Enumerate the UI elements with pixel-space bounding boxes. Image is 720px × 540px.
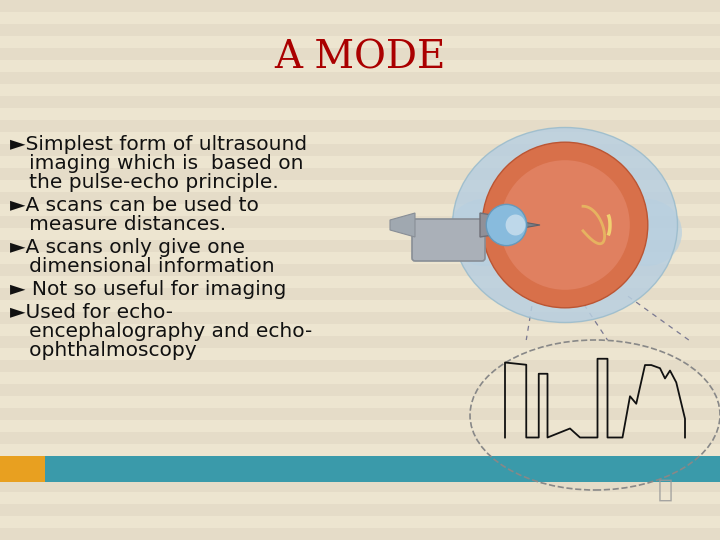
Polygon shape: [390, 213, 415, 237]
Bar: [0, 480, 720, 492]
Text: dimensional information: dimensional information: [10, 257, 274, 276]
Text: ► Not so useful for imaging: ► Not so useful for imaging: [10, 280, 287, 299]
Text: ►Simplest form of ultrasound: ►Simplest form of ultrasound: [10, 135, 307, 154]
Bar: [0, 432, 720, 444]
Bar: [45, 456, 720, 482]
Text: measure distances.: measure distances.: [10, 215, 226, 234]
Bar: [0, 456, 45, 482]
Circle shape: [482, 142, 648, 308]
Bar: [0, 84, 720, 96]
Text: encephalography and echo-: encephalography and echo-: [10, 322, 312, 341]
Bar: [0, 456, 720, 468]
Bar: [0, 72, 720, 84]
Bar: [0, 492, 720, 504]
Bar: [0, 516, 720, 528]
Bar: [0, 384, 720, 396]
Bar: [0, 108, 720, 120]
Bar: [0, 324, 720, 336]
FancyBboxPatch shape: [412, 219, 485, 261]
Bar: [0, 312, 720, 324]
Ellipse shape: [448, 199, 520, 266]
Text: ►Used for echo-: ►Used for echo-: [10, 303, 173, 322]
Bar: [0, 120, 720, 132]
Bar: [0, 180, 720, 192]
Bar: [0, 264, 720, 276]
Ellipse shape: [452, 127, 678, 322]
Bar: [0, 300, 720, 312]
Bar: [0, 276, 720, 288]
Bar: [0, 228, 720, 240]
Bar: [0, 132, 720, 144]
Bar: [0, 60, 720, 72]
Text: ophthalmoscopy: ophthalmoscopy: [10, 341, 197, 360]
Bar: [0, 372, 720, 384]
Bar: [0, 216, 720, 228]
Ellipse shape: [505, 214, 526, 235]
Bar: [0, 504, 720, 516]
Bar: [0, 348, 720, 360]
Circle shape: [500, 160, 630, 290]
Bar: [0, 444, 720, 456]
Ellipse shape: [610, 199, 682, 266]
Bar: [0, 408, 720, 420]
Bar: [0, 156, 720, 168]
Bar: [0, 0, 720, 12]
Text: ►A scans only give one: ►A scans only give one: [10, 238, 245, 257]
Bar: [0, 192, 720, 204]
Bar: [0, 420, 720, 432]
Bar: [0, 396, 720, 408]
Bar: [0, 252, 720, 264]
Bar: [0, 288, 720, 300]
Bar: [0, 240, 720, 252]
Ellipse shape: [486, 204, 527, 246]
Bar: [0, 336, 720, 348]
Bar: [0, 36, 720, 48]
Text: A MODE: A MODE: [274, 39, 446, 77]
Bar: [0, 528, 720, 540]
Bar: [0, 468, 720, 480]
Bar: [0, 24, 720, 36]
Bar: [0, 12, 720, 24]
Bar: [0, 48, 720, 60]
Bar: [0, 204, 720, 216]
Text: imaging which is  based on: imaging which is based on: [10, 154, 304, 173]
Bar: [0, 144, 720, 156]
Polygon shape: [480, 213, 525, 237]
Text: the pulse-echo principle.: the pulse-echo principle.: [10, 173, 279, 192]
Bar: [0, 96, 720, 108]
Polygon shape: [523, 222, 540, 228]
Bar: [0, 360, 720, 372]
Bar: [0, 168, 720, 180]
Text: 🔊: 🔊: [657, 478, 672, 502]
Text: ►A scans can be used to: ►A scans can be used to: [10, 196, 259, 215]
